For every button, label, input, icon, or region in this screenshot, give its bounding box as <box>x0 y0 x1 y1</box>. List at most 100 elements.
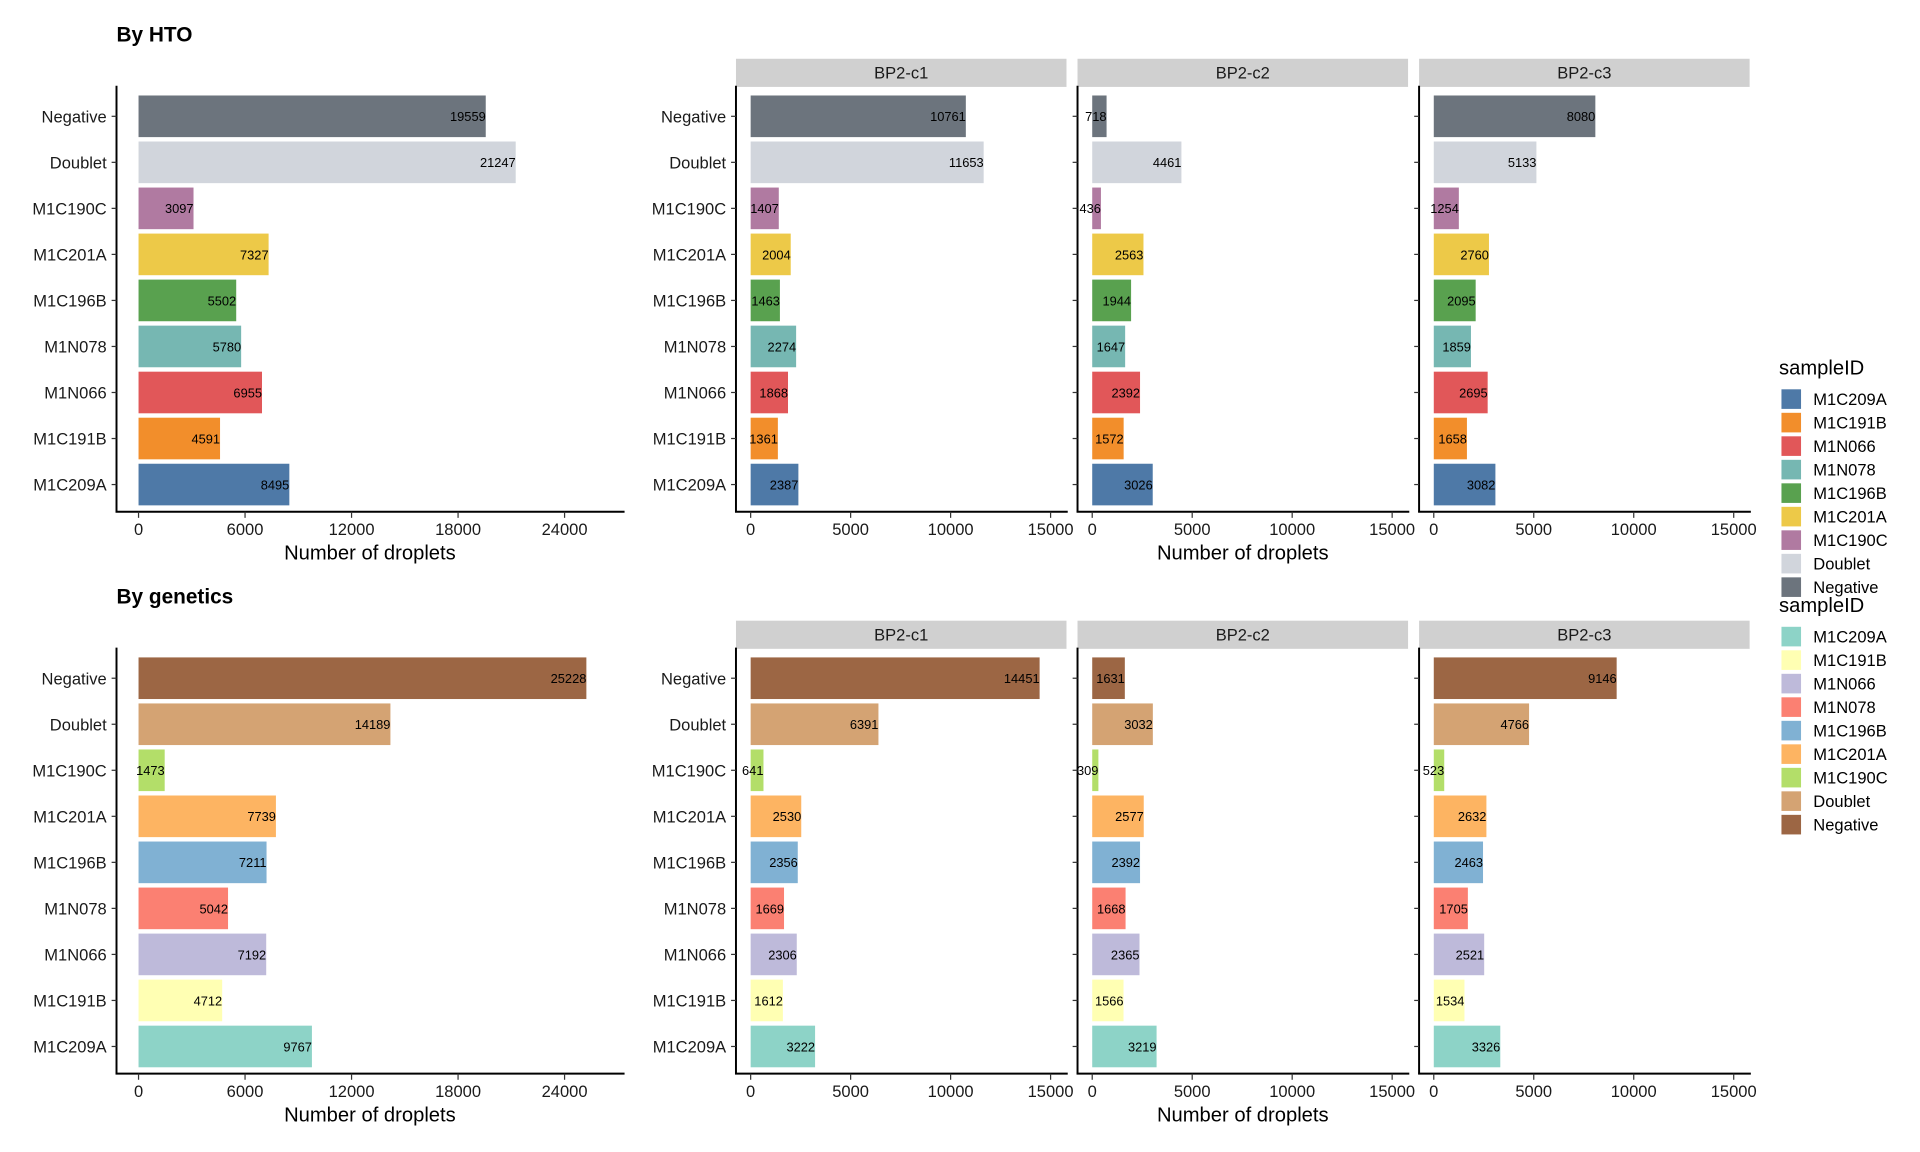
facet-strip <box>735 58 1067 87</box>
bar-negative <box>750 657 1040 700</box>
facet-strip-label: BP2-c2 <box>1216 63 1270 82</box>
bar-m1c196b <box>1092 279 1132 322</box>
bar-m1c201a <box>750 233 791 276</box>
data-label: 9767 <box>283 1039 312 1054</box>
panel-by-genetics: By genetics Negative 25228 Doublet 14189 M1C1… <box>32 586 1887 1127</box>
data-label: 1361 <box>749 431 778 446</box>
data-label: 1705 <box>1439 901 1468 916</box>
x-tick-label: 0 <box>746 520 755 539</box>
facet-strip <box>1077 620 1409 649</box>
bar-m1n078 <box>1433 325 1471 368</box>
data-label: 2392 <box>1111 855 1140 870</box>
legend-key <box>1781 412 1802 433</box>
x-axis-title: Number of droplets <box>1157 542 1329 564</box>
bar-m1c190c <box>138 749 165 792</box>
facet-strip <box>1419 58 1750 87</box>
facet-strip-label: BP2-c1 <box>874 63 928 82</box>
legend-key <box>1781 577 1802 597</box>
x-tick-label: 15000 <box>1028 520 1074 539</box>
bar-m1c201a <box>138 795 276 838</box>
x-tick-label: 0 <box>134 1082 143 1101</box>
legend-key <box>1781 791 1802 811</box>
data-label: 3026 <box>1124 477 1153 492</box>
category-label: M1C201A <box>653 246 726 265</box>
bar-m1c190c <box>1433 749 1445 792</box>
category-label: Negative <box>661 669 726 688</box>
bar-m1c190c <box>750 749 764 792</box>
bar-m1n066 <box>138 933 267 976</box>
legend-label: Negative <box>1813 578 1878 597</box>
bar-m1n078 <box>750 887 785 930</box>
category-label: M1C190C <box>32 199 106 218</box>
legend: sampleID M1C209A M1C191B M1N066 M1N078 M1C196… <box>1779 595 1888 835</box>
data-label: 6391 <box>850 717 879 732</box>
bar-m1c191b <box>138 417 221 460</box>
data-label: 6955 <box>233 385 262 400</box>
legend-key <box>1781 436 1802 456</box>
data-label: 641 <box>742 763 763 778</box>
bar-m1c201a <box>1092 795 1144 838</box>
legend-label: M1C201A <box>1813 508 1886 527</box>
category-label: M1C201A <box>33 807 106 826</box>
data-label: 2577 <box>1115 809 1144 824</box>
category-label: Doublet <box>669 153 726 172</box>
x-tick-label: 0 <box>1088 1082 1097 1101</box>
category-label: M1C196B <box>33 292 106 311</box>
category-label: M1C190C <box>32 761 106 780</box>
legend-label: M1C196B <box>1813 722 1886 741</box>
category-label: M1C191B <box>653 992 726 1011</box>
legend-key <box>1781 744 1802 764</box>
legend-label: M1N066 <box>1813 675 1875 694</box>
legend-key <box>1781 389 1802 409</box>
data-label: 8080 <box>1567 109 1596 124</box>
x-tick-label: 10000 <box>1269 520 1315 539</box>
bar-m1n066 <box>1092 371 1141 414</box>
data-label: 1254 <box>1430 201 1459 216</box>
category-label: M1N078 <box>44 338 106 357</box>
x-tick-label: 5000 <box>832 1082 869 1101</box>
category-label: M1C191B <box>653 430 726 449</box>
x-tick-label: 0 <box>1429 1082 1438 1101</box>
data-label: 10761 <box>930 109 966 124</box>
facet-strip <box>1419 620 1750 649</box>
bar-negative <box>750 95 966 138</box>
bar-m1c196b <box>1092 841 1141 884</box>
data-label: 1669 <box>755 901 784 916</box>
category-label: M1C191B <box>33 430 106 449</box>
legend-label: M1C191B <box>1813 414 1886 433</box>
bar-m1c190c <box>1433 187 1459 230</box>
x-tick-label: 10000 <box>928 520 974 539</box>
category-label: M1C190C <box>652 761 726 780</box>
bar-m1c190c <box>750 187 779 230</box>
x-tick-label: 24000 <box>542 520 588 539</box>
category-label: M1N078 <box>664 338 726 357</box>
facet-bp2-c3: BP2-c3 9146 4766 523 2632 2463 1705 2521 1534 332… <box>1414 620 1757 1101</box>
x-tick-label: 5000 <box>832 520 869 539</box>
bar-m1n078 <box>1092 887 1126 930</box>
bar-doublet <box>1433 141 1537 184</box>
x-tick-label: 5000 <box>1515 520 1552 539</box>
category-label: M1N078 <box>44 899 106 918</box>
category-label: M1N066 <box>664 384 726 403</box>
bar-m1c190c <box>1092 187 1101 230</box>
data-label: 4591 <box>191 431 220 446</box>
data-label: 19559 <box>450 109 486 124</box>
data-label: 1647 <box>1097 339 1126 354</box>
data-label: 4766 <box>1500 717 1529 732</box>
data-label: 1944 <box>1103 293 1132 308</box>
x-tick-label: 15000 <box>1711 1082 1757 1101</box>
bar-m1c196b <box>1433 841 1484 884</box>
legend-label: Doublet <box>1813 555 1870 574</box>
legend-key <box>1781 673 1802 694</box>
legend-key <box>1781 530 1802 550</box>
bar-m1n066 <box>1092 933 1140 976</box>
legend-title: sampleID <box>1779 358 1864 380</box>
legend-key <box>1781 626 1802 647</box>
data-label: 718 <box>1085 109 1106 124</box>
data-label: 1572 <box>1095 431 1124 446</box>
legend-key <box>1781 553 1802 574</box>
bar-m1n078 <box>138 325 242 368</box>
category-label: M1C196B <box>653 853 726 872</box>
x-tick-label: 10000 <box>1269 1082 1315 1101</box>
data-label: 14451 <box>1004 671 1040 686</box>
